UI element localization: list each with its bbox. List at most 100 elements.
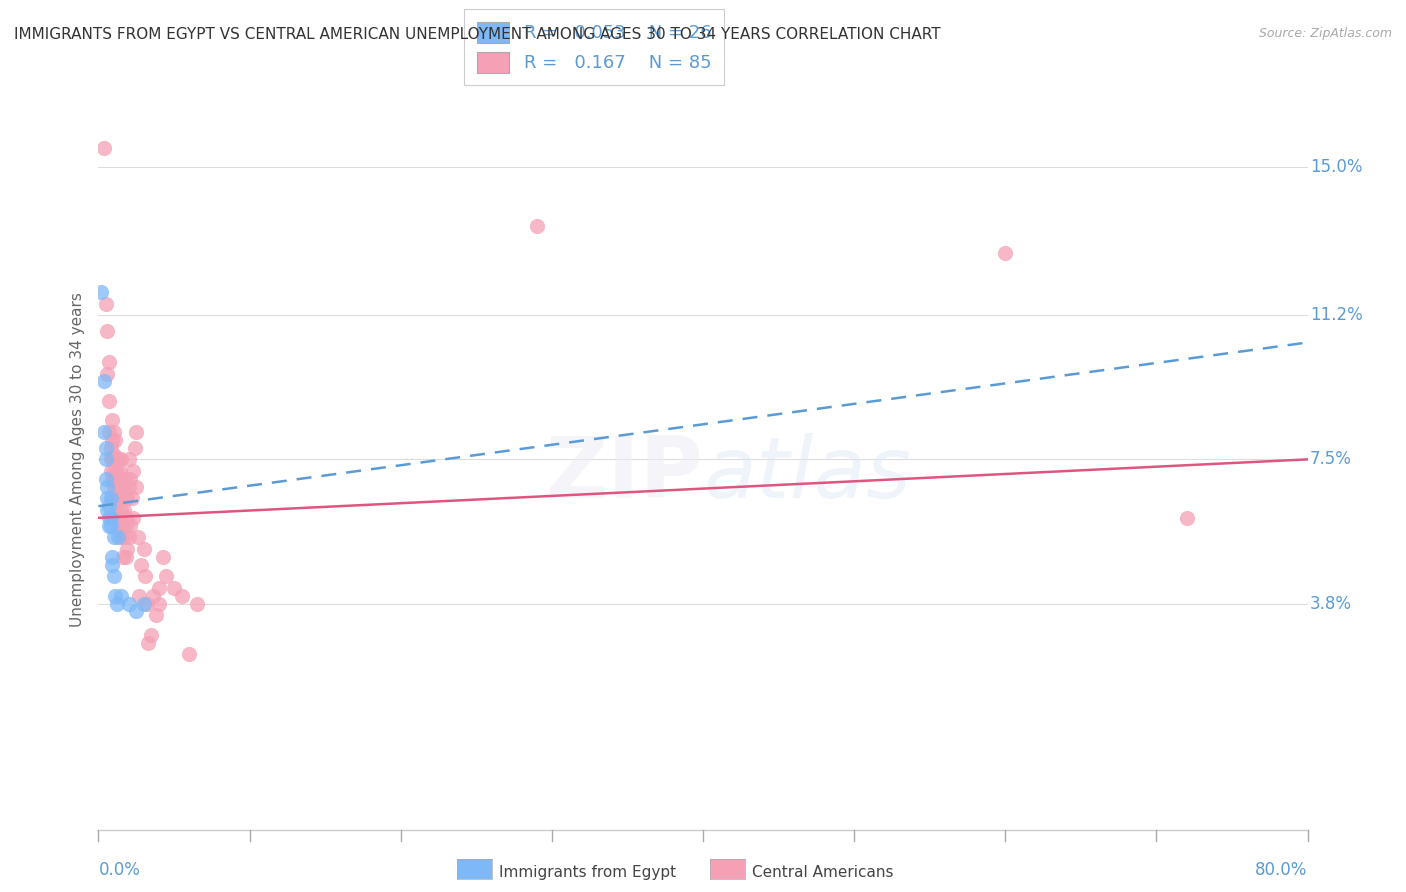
Point [103, 569, 125, 583]
Point [100, 491, 122, 506]
Point [93, 141, 115, 155]
Point [104, 433, 127, 447]
Text: 7.5%: 7.5% [1310, 450, 1353, 468]
Point [107, 452, 129, 467]
Point [107, 511, 129, 525]
Text: Immigrants from Egypt: Immigrants from Egypt [499, 865, 676, 880]
Point [101, 549, 124, 564]
Point [179, 647, 201, 661]
Point [94, 296, 117, 310]
Point [115, 541, 138, 556]
Point [148, 581, 170, 595]
Point [101, 452, 124, 467]
Text: 0.0%: 0.0% [98, 861, 141, 879]
Point [100, 441, 122, 455]
Point [105, 518, 128, 533]
Point [526, 219, 548, 233]
Point [105, 480, 128, 494]
Point [105, 464, 128, 478]
Point [1175, 511, 1198, 525]
Point [98, 393, 121, 408]
Text: 11.2%: 11.2% [1310, 306, 1362, 324]
Point [110, 530, 132, 544]
Point [104, 491, 127, 506]
Point [96, 367, 118, 381]
Point [110, 589, 132, 603]
Point [108, 480, 131, 494]
Text: Source: ZipAtlas.com: Source: ZipAtlas.com [1258, 27, 1392, 40]
Point [110, 503, 132, 517]
Point [118, 480, 141, 494]
Point [148, 597, 170, 611]
Point [118, 597, 141, 611]
Point [136, 635, 159, 649]
Point [118, 530, 141, 544]
Point [134, 569, 156, 583]
Point [125, 604, 148, 618]
Point [103, 464, 125, 478]
Point [104, 472, 127, 486]
Point [98, 518, 121, 533]
Point [114, 518, 136, 533]
Point [127, 530, 149, 544]
Point [94, 441, 117, 455]
Point [100, 518, 122, 533]
Point [100, 511, 122, 525]
Point [121, 491, 143, 506]
Point [155, 569, 177, 583]
Text: 80.0%: 80.0% [1256, 861, 1308, 879]
Point [170, 589, 193, 603]
Point [114, 549, 136, 564]
Point [111, 472, 134, 486]
Point [163, 581, 186, 595]
Point [103, 425, 125, 439]
Point [96, 491, 118, 506]
Point [145, 608, 167, 623]
Legend: R =   0.053    N = 26, R =   0.167    N = 85: R = 0.053 N = 26, R = 0.167 N = 85 [464, 10, 724, 86]
Point [112, 480, 135, 494]
Point [98, 425, 121, 439]
Point [120, 518, 142, 533]
Point [104, 452, 127, 467]
Point [93, 425, 115, 439]
Y-axis label: Unemployment Among Ages 30 to 34 years: Unemployment Among Ages 30 to 34 years [69, 292, 84, 627]
Point [101, 558, 124, 572]
Point [94, 452, 117, 467]
Point [112, 503, 135, 517]
Text: IMMIGRANTS FROM EGYPT VS CENTRAL AMERICAN UNEMPLOYMENT AMONG AGES 30 TO 34 YEARS: IMMIGRANTS FROM EGYPT VS CENTRAL AMERICA… [14, 27, 941, 42]
Point [152, 549, 174, 564]
Point [125, 480, 148, 494]
Point [118, 452, 141, 467]
Point [101, 472, 124, 486]
Point [101, 491, 124, 506]
Point [115, 511, 138, 525]
Text: atlas: atlas [703, 433, 911, 516]
Point [125, 425, 148, 439]
Point [105, 503, 128, 517]
Point [101, 433, 124, 447]
Point [122, 464, 145, 478]
Point [108, 464, 131, 478]
Point [110, 480, 132, 494]
Point [103, 480, 125, 494]
Point [110, 452, 132, 467]
Point [132, 597, 155, 611]
Point [111, 491, 134, 506]
Text: Central Americans: Central Americans [752, 865, 894, 880]
Point [98, 511, 121, 525]
Point [96, 503, 118, 517]
Point [96, 480, 118, 494]
Point [135, 597, 157, 611]
Point [107, 530, 129, 544]
Point [107, 491, 129, 506]
Text: 3.8%: 3.8% [1310, 595, 1353, 613]
Point [107, 472, 129, 486]
Point [98, 355, 121, 369]
Point [101, 413, 124, 427]
Text: 15.0%: 15.0% [1310, 158, 1362, 176]
Point [105, 597, 128, 611]
Point [124, 441, 146, 455]
Point [994, 245, 1017, 260]
Point [112, 530, 135, 544]
Point [114, 472, 136, 486]
